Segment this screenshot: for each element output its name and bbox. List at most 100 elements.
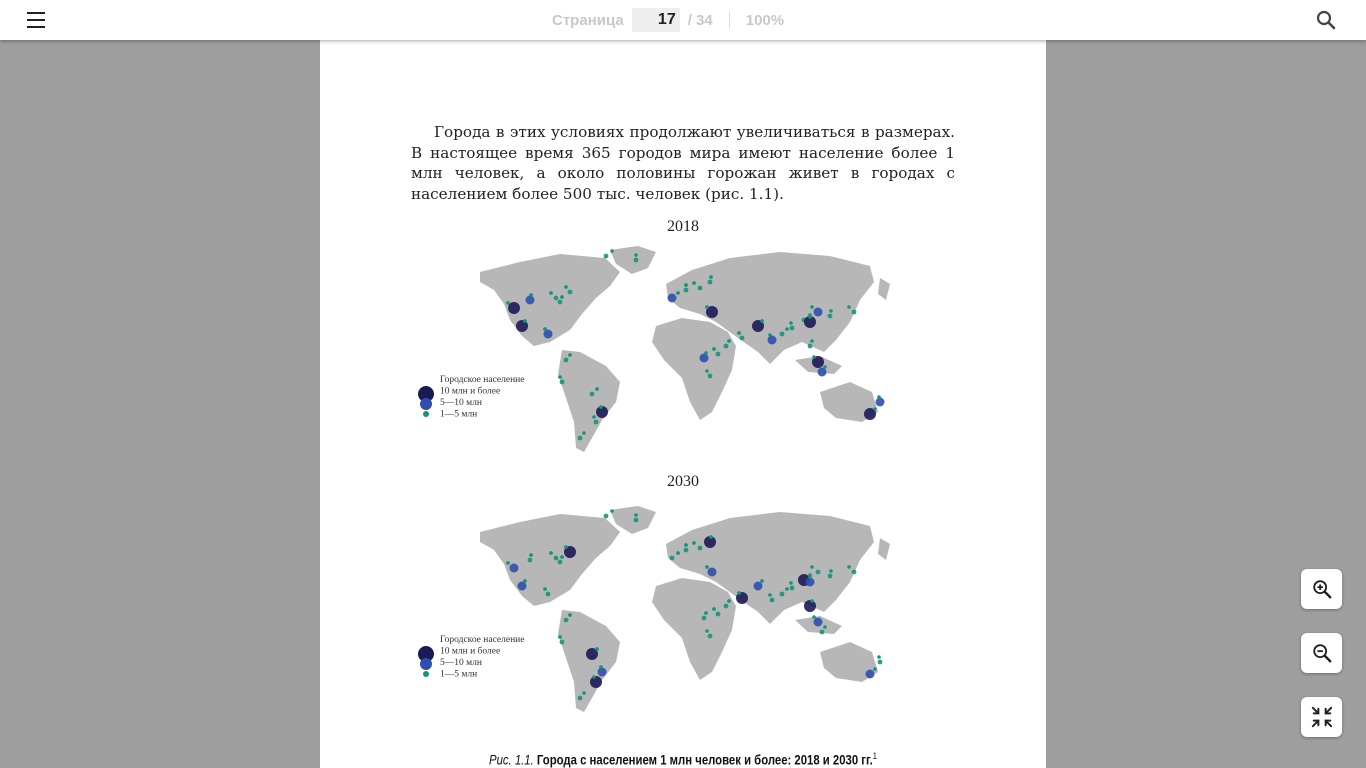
fit-page-button[interactable] — [1301, 697, 1342, 737]
city-marker — [543, 327, 547, 331]
city-marker — [779, 331, 785, 337]
city-marker — [697, 285, 703, 291]
city-marker — [577, 435, 583, 441]
city-marker — [701, 615, 707, 621]
legend-label: Городское население — [440, 635, 524, 645]
legend-label: Городское население — [440, 375, 524, 385]
hamburger-line — [27, 26, 45, 28]
city-marker — [727, 339, 731, 343]
legend-label: 10 млн и более — [440, 646, 500, 657]
city-marker — [705, 305, 709, 309]
caption-text: Города с населением 1 млн человек и боле… — [536, 752, 873, 768]
zoom-level[interactable]: 100% — [745, 11, 785, 29]
city-marker — [683, 287, 689, 293]
legend-label: 1—5 млн — [440, 670, 477, 680]
city-marker — [736, 592, 748, 604]
page-number-input[interactable] — [631, 8, 680, 32]
city-marker — [568, 613, 572, 617]
legend-marker — [423, 671, 429, 677]
city-marker — [669, 555, 675, 561]
city-marker — [684, 283, 688, 287]
map-year-2030: 2030 — [667, 473, 699, 490]
city-marker — [810, 599, 814, 603]
legend-label: 1—5 млн — [440, 410, 477, 420]
city-marker — [769, 597, 775, 603]
city-marker — [508, 302, 520, 314]
city-marker — [509, 563, 519, 573]
city-marker — [712, 347, 716, 351]
city-marker — [808, 575, 812, 579]
city-marker — [812, 615, 816, 619]
legend-label: 5—10 млн — [440, 658, 482, 668]
city-marker — [563, 357, 569, 363]
city-marker — [847, 305, 851, 309]
city-marker — [847, 565, 851, 569]
city-marker — [813, 307, 823, 317]
city-marker — [676, 291, 680, 295]
continent-shape — [820, 382, 878, 422]
city-marker — [560, 555, 564, 559]
city-marker — [823, 625, 827, 629]
city-marker — [543, 329, 553, 339]
city-marker — [558, 635, 562, 639]
city-marker — [704, 536, 716, 548]
city-marker — [817, 367, 827, 377]
zoom-out-icon — [1312, 644, 1331, 663]
legend-marker — [423, 411, 429, 417]
city-marker — [810, 339, 814, 343]
zoom-out-button[interactable] — [1301, 633, 1342, 673]
city-marker — [753, 581, 763, 591]
city-marker — [827, 313, 833, 319]
city-marker — [586, 648, 598, 660]
city-marker — [516, 320, 528, 332]
city-marker — [739, 335, 745, 341]
caption-footnote: 1 — [872, 751, 877, 761]
city-marker — [875, 397, 885, 407]
city-marker — [712, 607, 716, 611]
city-marker — [699, 353, 709, 363]
city-marker — [634, 253, 638, 257]
city-marker — [593, 419, 599, 425]
city-marker — [599, 665, 603, 669]
city-marker — [727, 599, 731, 603]
city-marker — [592, 415, 596, 419]
city-marker — [768, 333, 772, 337]
city-marker — [564, 545, 568, 549]
city-marker — [851, 309, 857, 315]
continent-shape — [878, 538, 890, 560]
city-marker — [805, 577, 815, 587]
zoom-in-button[interactable] — [1301, 569, 1342, 609]
city-marker — [815, 569, 821, 575]
city-marker — [543, 587, 547, 591]
toolbar-divider — [728, 11, 730, 29]
city-marker — [563, 617, 569, 623]
city-marker — [737, 591, 741, 595]
city-marker — [723, 603, 729, 609]
city-marker — [789, 585, 795, 591]
search-button[interactable] — [1314, 8, 1338, 32]
page-navigation: Страница / 34 100% — [552, 8, 784, 32]
city-marker — [864, 408, 876, 420]
city-marker — [667, 293, 677, 303]
city-marker — [723, 343, 729, 349]
city-marker — [506, 301, 510, 305]
city-marker — [851, 569, 857, 575]
city-marker — [779, 591, 785, 597]
city-marker — [737, 331, 741, 335]
continent-shape — [610, 246, 656, 274]
city-marker — [577, 695, 583, 701]
city-marker — [827, 573, 833, 579]
continent-shape — [558, 610, 620, 712]
continent-shape — [820, 642, 878, 682]
city-marker — [529, 293, 533, 297]
city-marker — [813, 617, 823, 627]
city-marker — [553, 295, 559, 301]
city-marker — [807, 343, 813, 349]
city-marker — [715, 611, 721, 617]
menu-button[interactable] — [20, 10, 52, 30]
page-label: Страница — [552, 11, 624, 29]
continent-shape — [558, 350, 620, 452]
city-marker — [545, 591, 551, 597]
city-marker — [823, 365, 827, 369]
city-marker — [705, 629, 709, 633]
